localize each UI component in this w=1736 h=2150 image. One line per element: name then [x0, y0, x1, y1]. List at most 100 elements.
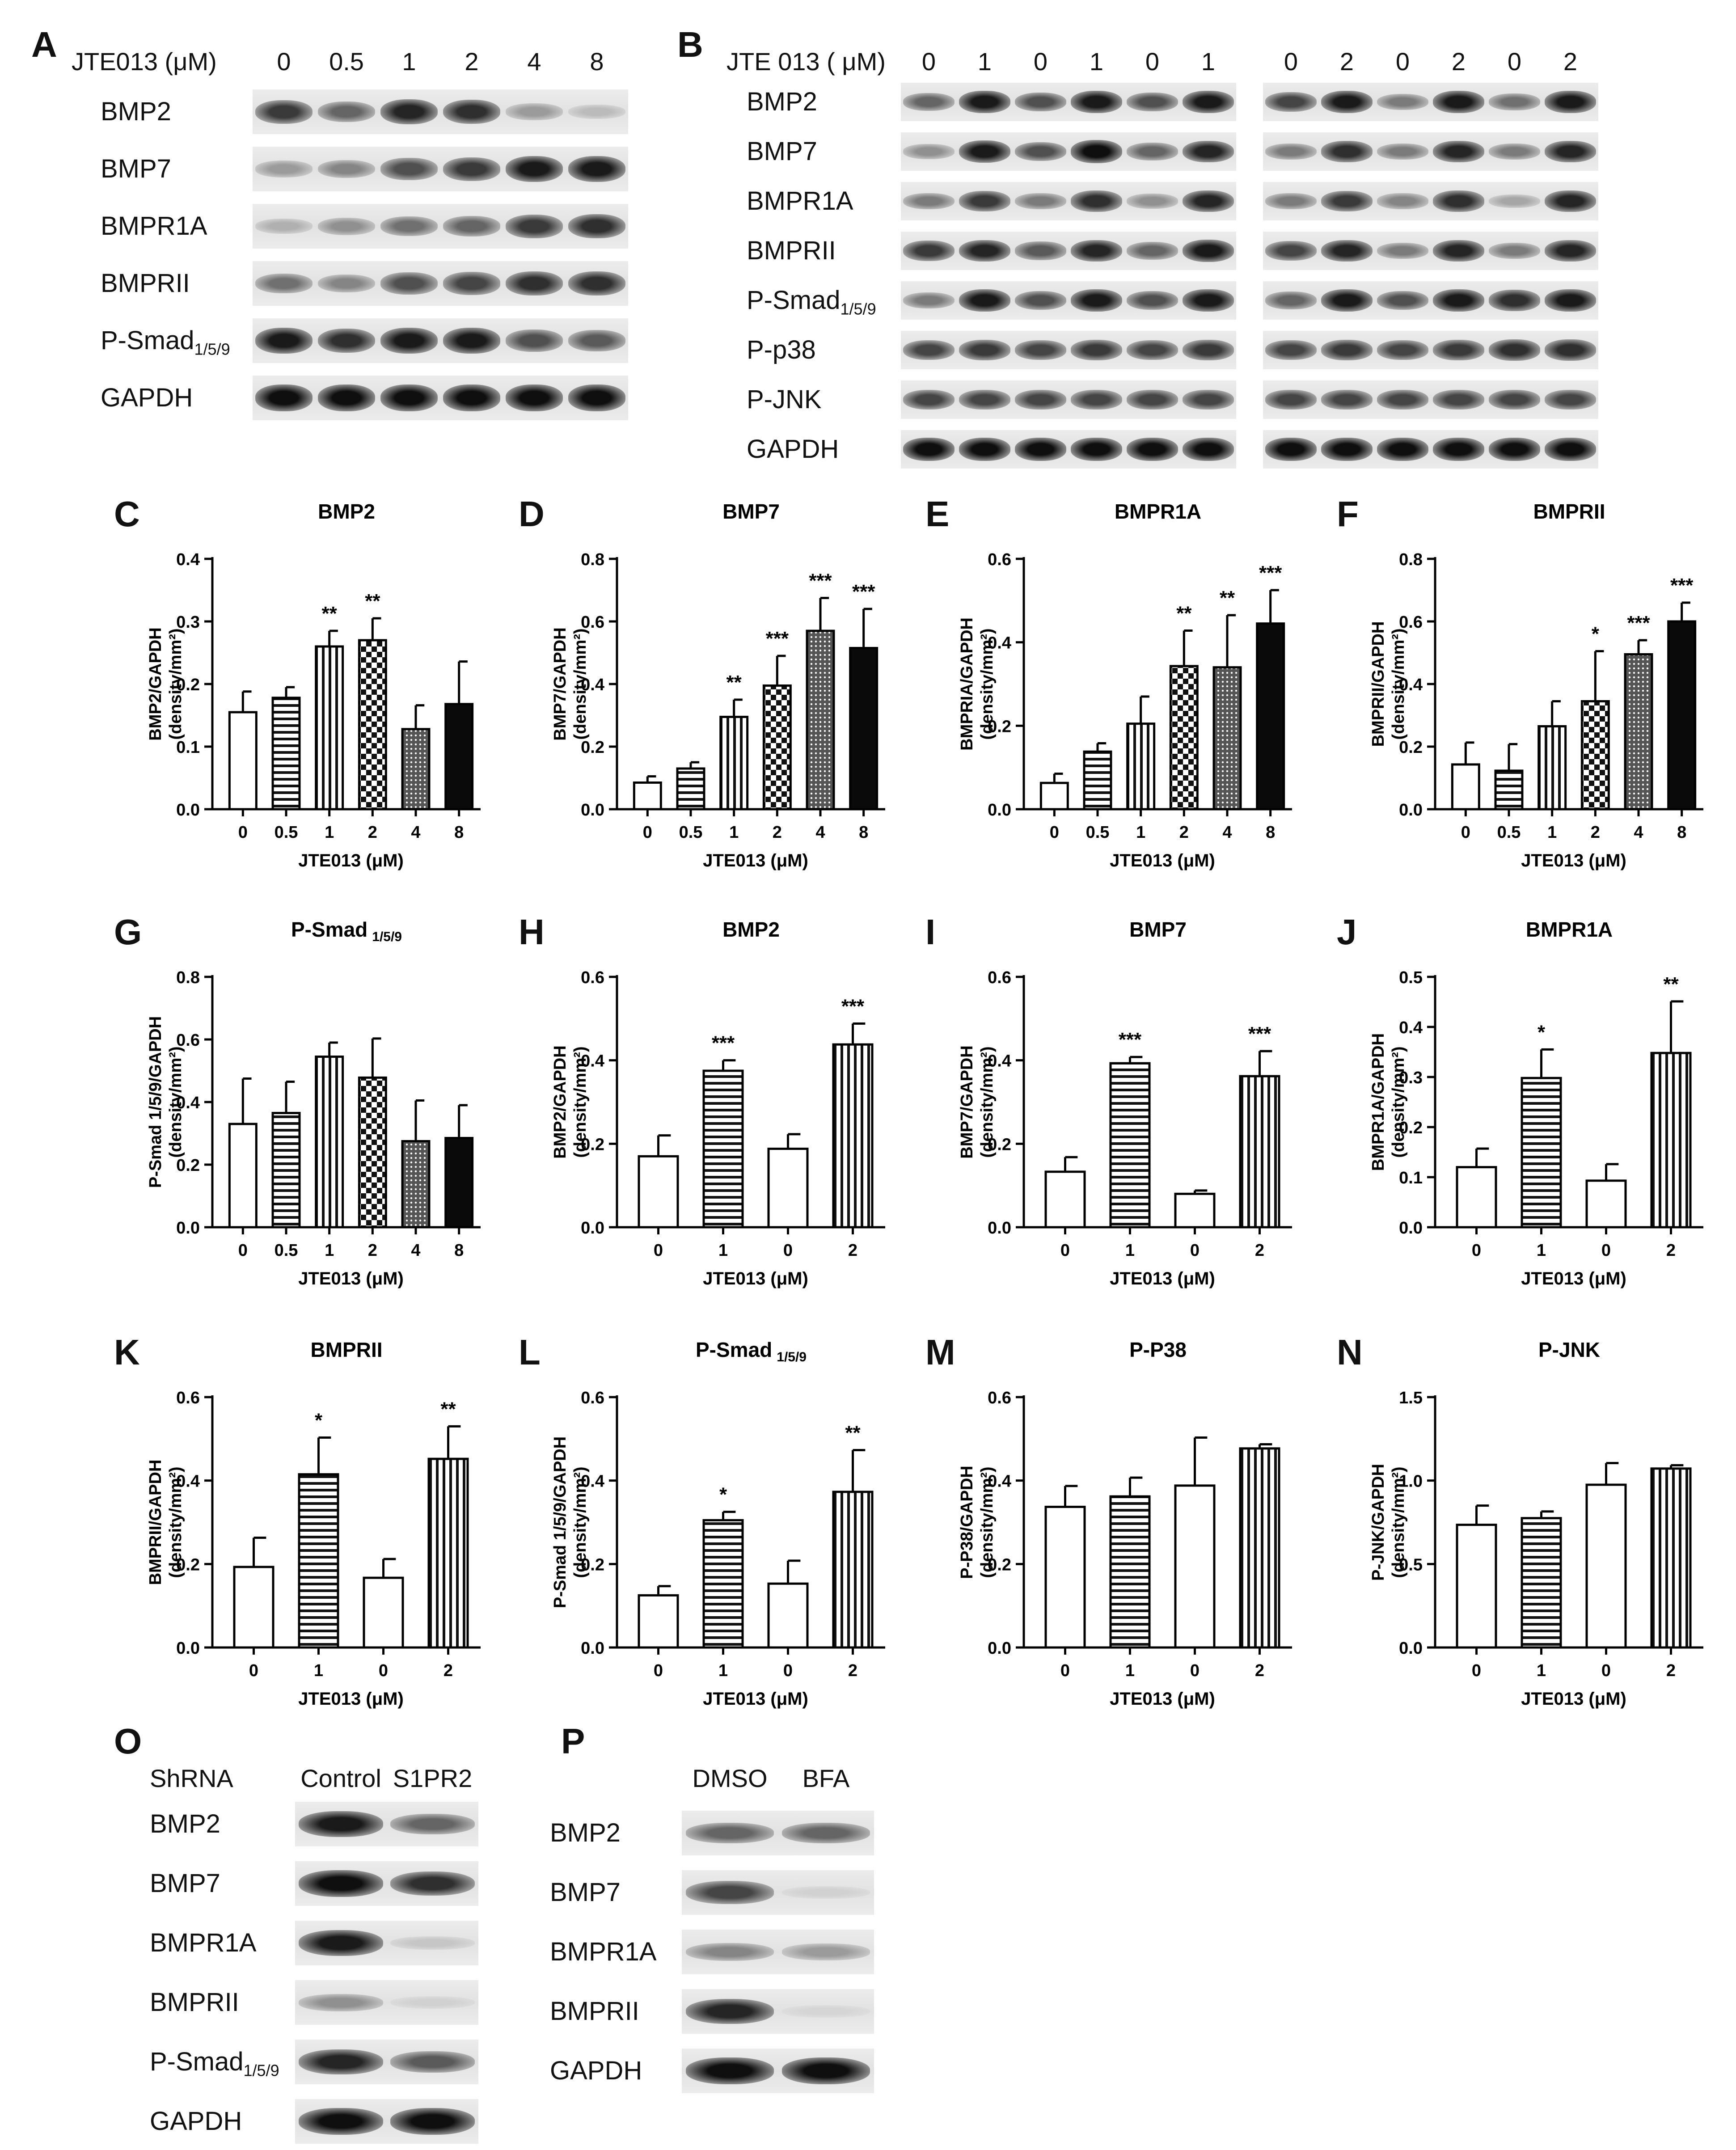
band-row-label-text: BMP7 [550, 1878, 621, 1907]
bar [1585, 1179, 1627, 1229]
x-axis-label: JTE013 (μM) [1110, 851, 1215, 870]
bar [702, 1069, 744, 1229]
band-row-label-subscript: 1/5/9 [243, 2061, 279, 2080]
y-tick-label: 0.2 [988, 717, 1011, 736]
y-tick-label: 0.4 [1399, 1018, 1423, 1037]
x-tick-label: 2 [1666, 1661, 1676, 1680]
bar [315, 645, 344, 811]
chart-title: BMPR1A [1115, 500, 1201, 523]
blot-band [1183, 389, 1234, 410]
blot-band [317, 217, 376, 235]
blot-band [568, 271, 626, 296]
blot-band [959, 90, 1010, 114]
blot-band [1265, 340, 1317, 360]
chart-title-text: BMP7 [722, 500, 780, 523]
bar [1256, 622, 1285, 811]
bar [702, 1519, 744, 1649]
blot-band [1071, 240, 1122, 262]
x-tick-label: 0 [1060, 1661, 1070, 1680]
blot-band [1489, 194, 1540, 208]
chart-title: BMP2 [318, 500, 375, 523]
bar [233, 1566, 275, 1649]
blot-band [685, 1881, 774, 1904]
blot-band [1183, 90, 1234, 114]
blot-band [1015, 340, 1066, 360]
band-row-label: BMP7 [150, 1868, 220, 1898]
bar-chart-j: BMPR1A 0.0 0.1 0.2 0.3 0.4 0.5 BMPR1A/GAPDH (den… [1337, 914, 1721, 1299]
x-tick-label: 4 [1634, 823, 1643, 842]
y-axis-label-units: (density/mm²) [1389, 1046, 1408, 1157]
x-tick-label: 2 [1179, 823, 1189, 842]
significance-marker: * [1592, 623, 1600, 645]
bar [806, 629, 835, 811]
blot-band [1183, 289, 1234, 312]
blot-strip [1263, 281, 1598, 320]
bar-chart-l: P-Smad 1/5/9 0.0 0.2 0.4 0.6 P-Smad 1/5/9/GAPD… [519, 1335, 903, 1719]
x-tick-label: 1 [1125, 1661, 1135, 1680]
chart-svg: BMP7 0.0 0.2 0.4 0.6 0.8 BMP7/GAPDH (density/mm… [551, 500, 885, 870]
blot-band [1433, 190, 1484, 212]
bar [1456, 1166, 1497, 1229]
y-tick-label: 0.0 [581, 1639, 604, 1658]
blot-band [685, 2057, 774, 2084]
band-row-label-text: P-JNK [747, 385, 822, 414]
y-tick-label: 0.4 [988, 1052, 1011, 1071]
blot-header-label: ShRNA [150, 1764, 233, 1792]
bar [1580, 700, 1610, 811]
y-tick-label: 0.0 [1399, 1639, 1423, 1658]
y-tick-label: 0.2 [176, 1156, 200, 1175]
bar [638, 1594, 679, 1649]
bar [1521, 1517, 1562, 1649]
blot-band [1015, 389, 1066, 410]
x-axis-label: JTE013 (μM) [298, 1689, 404, 1709]
y-axis-label-units: (density/mm²) [978, 628, 997, 739]
x-tick-label: 4 [411, 823, 420, 842]
y-axis-label: P-Smad 1/5/9/GAPDH [146, 1016, 165, 1188]
panel-letter-o: O [114, 1721, 142, 1761]
x-axis-label: JTE013 (μM) [1521, 851, 1626, 870]
significance-marker: *** [1248, 1023, 1271, 1045]
blot-band [1545, 90, 1596, 114]
lane-label: 2 [1563, 47, 1578, 76]
blot-header-label: JTE 013 ( μM) [727, 47, 886, 76]
significance-marker: ** [727, 672, 742, 693]
bar [1624, 653, 1653, 811]
panel-letter-n: N [1337, 1332, 1363, 1372]
bar [228, 1123, 258, 1229]
blot-band [505, 156, 563, 182]
y-axis-label: BMP7/GAPDH [551, 627, 570, 740]
bar [1650, 1467, 1692, 1649]
bar [401, 728, 431, 811]
blot-band [1377, 291, 1428, 310]
panel-letter-m: M [925, 1332, 955, 1372]
panel-letter-b: B [677, 25, 703, 64]
blot-band [903, 93, 955, 111]
blot-band [317, 274, 376, 293]
chart-title-subscript: 1/5/9 [372, 929, 402, 944]
chart-title: BMP2 [722, 918, 780, 941]
blot-band [299, 1930, 383, 1956]
x-tick-label: 1 [1136, 823, 1145, 842]
blot-band [1433, 90, 1484, 114]
blot-band [443, 384, 501, 411]
band-row-label: BMPRII [747, 236, 836, 266]
bar-chart-c: BMP2 0.0 0.1 0.2 0.3 0.4 BMP2/GAPDH (density/mm… [114, 496, 498, 881]
blot-band [1015, 92, 1066, 112]
x-tick-label: 8 [1266, 823, 1275, 842]
blot-band [380, 216, 438, 237]
y-tick-label: 0.1 [176, 738, 200, 757]
x-tick-label: 1 [1537, 1241, 1546, 1260]
panel-letter-e: E [925, 494, 950, 534]
x-tick-label: 0 [643, 823, 652, 842]
bar [1585, 1483, 1627, 1649]
bar [1083, 750, 1112, 811]
bar-chart-f: BMPRII 0.0 0.2 0.4 0.6 0.8 BMPRII/GAPDH (densit… [1337, 496, 1721, 881]
blot-band [1127, 291, 1178, 310]
x-tick-label: 0 [1060, 1241, 1070, 1260]
blot-band [390, 2108, 475, 2135]
y-tick-label: 0.4 [176, 1094, 200, 1112]
bar [1044, 1505, 1086, 1649]
blot-band [903, 241, 955, 261]
significance-marker: *** [766, 628, 789, 650]
blot-band [1545, 289, 1596, 312]
